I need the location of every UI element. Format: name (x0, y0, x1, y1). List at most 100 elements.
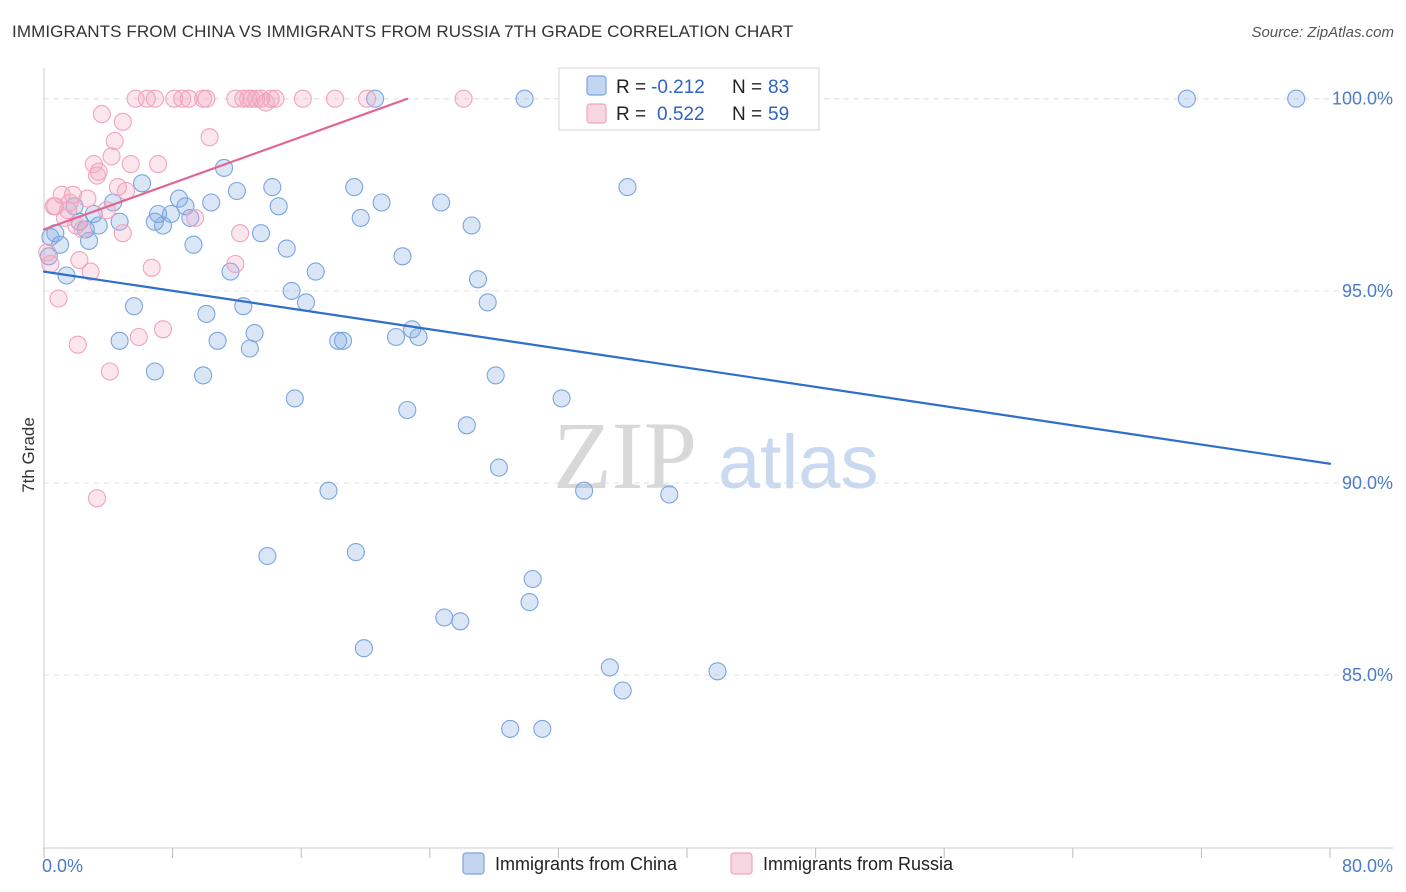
china-point (319, 481, 338, 500)
china-point (277, 239, 296, 258)
series-russia-points (38, 89, 473, 508)
russia-point (173, 89, 192, 108)
china-point (208, 331, 227, 350)
china-point (184, 235, 203, 254)
china-point (600, 658, 619, 677)
china-point (354, 639, 373, 658)
bottom-legend-label-china: Immigrants from China (495, 854, 678, 874)
china-trend-line (42, 270, 1332, 465)
china-point (393, 247, 412, 266)
y-tick-label: 85.0% (1342, 665, 1393, 685)
russia-point (68, 335, 87, 354)
y-tick-label: 100.0% (1332, 89, 1393, 109)
china-point (351, 208, 370, 227)
china-point (197, 304, 216, 323)
china-point (240, 339, 259, 358)
russia-point (49, 289, 68, 308)
china-point (202, 193, 221, 212)
china-point (660, 485, 679, 504)
bottom-legend-label-russia: Immigrants from Russia (763, 854, 954, 874)
russia-point (200, 128, 219, 147)
series-china-points (39, 89, 1306, 738)
legend-n-value-china: 83 (768, 77, 789, 98)
legend-r-label-russia: R = (616, 104, 646, 125)
russia-point (142, 258, 161, 277)
russia-trend-line (42, 97, 409, 231)
russia-point (186, 208, 205, 227)
russia-point (145, 89, 164, 108)
china-point (133, 174, 152, 193)
russia-point (102, 147, 121, 166)
china-point (457, 416, 476, 435)
china-point (282, 281, 301, 300)
x-tick-label-max: 80.0% (1342, 856, 1393, 876)
stats-legend-box (558, 67, 820, 131)
russia-point (153, 320, 173, 339)
russia-point (105, 131, 124, 151)
russia-point (197, 89, 216, 108)
china-point (386, 327, 406, 347)
china-point (145, 362, 164, 381)
russia-point (73, 220, 92, 239)
china-point (346, 543, 365, 562)
legend-swatch-china (586, 75, 607, 96)
russia-point (247, 89, 266, 108)
china-point (296, 293, 316, 312)
china-point (515, 89, 534, 108)
legend-swatch-russia (586, 103, 607, 124)
legend-n-label-china: N = (732, 77, 762, 98)
russia-point (46, 197, 65, 216)
stats-legend: R = -0.212 N = 83 R = 0.522 N = 59 (558, 67, 820, 131)
china-point (110, 331, 129, 350)
source-label: Source: ZipAtlas.com (1251, 24, 1394, 41)
watermark-atlas-text: atlas (718, 420, 879, 505)
russia-point (325, 89, 345, 108)
russia-point (179, 89, 198, 108)
trend-lines (42, 97, 1332, 465)
china-point (398, 400, 417, 420)
china-point (478, 293, 497, 312)
russia-point (70, 251, 89, 270)
legend-n-label-russia: N = (732, 104, 762, 125)
china-point (552, 389, 571, 408)
x-tick-label-min: 0.0% (42, 856, 83, 876)
china-point (533, 719, 552, 738)
china-point (169, 189, 189, 208)
china-point (245, 324, 264, 343)
russia-point (78, 189, 97, 208)
russia-point (231, 224, 250, 243)
watermark-zip-text: ZIP (553, 402, 697, 509)
china-point (575, 481, 594, 500)
china-point (468, 270, 488, 289)
russia-point (92, 105, 111, 124)
china-point (462, 216, 481, 235)
x-tick-labels: 0.0% 80.0% (42, 856, 1393, 876)
russia-point (60, 193, 79, 212)
china-point (181, 208, 200, 227)
china-point (333, 331, 353, 350)
russia-point (261, 89, 280, 108)
china-point (1287, 89, 1306, 108)
china-point (432, 193, 451, 212)
legend-r-value-china: -0.212 (651, 77, 705, 98)
china-point (149, 204, 168, 224)
china-point (372, 193, 391, 212)
china-point (161, 204, 181, 224)
china-point (451, 612, 470, 631)
russia-point (266, 89, 285, 108)
grid-lines (44, 98, 1393, 676)
chart-title: IMMIGRANTS FROM CHINA VS IMMIGRANTS FROM… (12, 22, 794, 41)
watermark: ZIP atlas (553, 402, 879, 509)
legend-r-value-russia: 0.522 (657, 104, 705, 125)
china-point (618, 178, 637, 197)
russia-point (81, 262, 100, 281)
china-point (110, 212, 129, 231)
russia-point (41, 254, 60, 274)
china-point (269, 197, 288, 216)
china-point (501, 719, 520, 738)
china-point (345, 178, 364, 197)
axes (43, 68, 1393, 858)
china-point (435, 608, 454, 627)
legend-n-value-russia: 59 (768, 104, 789, 125)
